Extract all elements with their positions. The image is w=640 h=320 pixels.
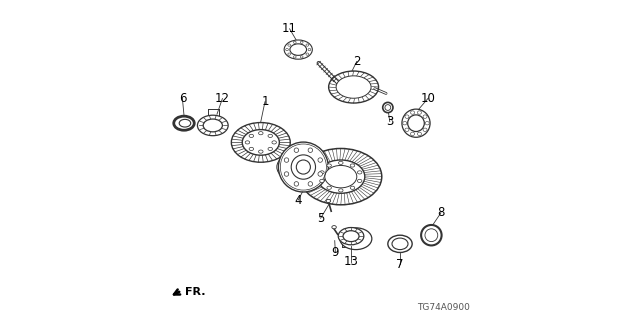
Ellipse shape — [290, 44, 307, 55]
Ellipse shape — [357, 171, 362, 174]
Ellipse shape — [403, 122, 407, 125]
Ellipse shape — [308, 48, 311, 51]
Ellipse shape — [259, 150, 263, 153]
Text: 11: 11 — [282, 22, 297, 35]
Ellipse shape — [392, 238, 408, 250]
Ellipse shape — [326, 199, 331, 203]
Ellipse shape — [329, 71, 379, 103]
Ellipse shape — [288, 44, 291, 46]
Ellipse shape — [293, 56, 296, 58]
Ellipse shape — [350, 186, 355, 189]
Text: 2: 2 — [353, 55, 360, 68]
Ellipse shape — [278, 142, 328, 192]
Text: 4: 4 — [294, 194, 302, 206]
Text: TG74A0900: TG74A0900 — [417, 303, 470, 312]
Ellipse shape — [327, 186, 332, 189]
Ellipse shape — [343, 231, 359, 242]
Ellipse shape — [339, 189, 343, 192]
Ellipse shape — [405, 115, 409, 118]
Ellipse shape — [423, 115, 427, 118]
Text: 3: 3 — [386, 115, 394, 128]
Text: 13: 13 — [344, 255, 358, 268]
Text: 5: 5 — [317, 212, 324, 225]
Ellipse shape — [357, 179, 362, 182]
Ellipse shape — [291, 155, 316, 179]
Text: 9: 9 — [332, 246, 339, 259]
Ellipse shape — [249, 147, 253, 150]
Ellipse shape — [268, 147, 273, 150]
Ellipse shape — [320, 179, 324, 182]
Ellipse shape — [249, 134, 253, 138]
Ellipse shape — [408, 115, 424, 132]
Text: 10: 10 — [420, 92, 436, 105]
Ellipse shape — [232, 123, 291, 162]
Ellipse shape — [306, 53, 308, 55]
Ellipse shape — [421, 225, 442, 245]
Ellipse shape — [259, 132, 263, 135]
Ellipse shape — [174, 116, 195, 130]
Ellipse shape — [268, 134, 273, 138]
Ellipse shape — [405, 128, 409, 132]
Ellipse shape — [385, 105, 390, 110]
Ellipse shape — [318, 172, 323, 176]
Ellipse shape — [383, 102, 393, 113]
Text: FR.: FR. — [185, 287, 205, 297]
Text: 7: 7 — [396, 258, 404, 270]
Ellipse shape — [284, 158, 289, 162]
Ellipse shape — [288, 53, 291, 55]
Text: 8: 8 — [437, 206, 445, 219]
Ellipse shape — [284, 172, 289, 176]
Ellipse shape — [245, 141, 250, 144]
Ellipse shape — [332, 226, 337, 229]
Ellipse shape — [317, 160, 365, 193]
Ellipse shape — [318, 158, 323, 162]
Ellipse shape — [417, 111, 422, 114]
Ellipse shape — [338, 228, 364, 245]
Ellipse shape — [300, 56, 303, 58]
Ellipse shape — [388, 235, 412, 252]
Ellipse shape — [294, 182, 299, 186]
Ellipse shape — [308, 182, 312, 186]
Ellipse shape — [425, 229, 438, 242]
Ellipse shape — [339, 161, 343, 164]
Ellipse shape — [294, 148, 299, 152]
Ellipse shape — [306, 44, 308, 46]
Ellipse shape — [300, 148, 381, 205]
Ellipse shape — [324, 165, 357, 188]
Ellipse shape — [423, 128, 427, 132]
Ellipse shape — [320, 171, 324, 174]
Ellipse shape — [285, 48, 289, 51]
Ellipse shape — [425, 122, 429, 125]
Ellipse shape — [350, 164, 355, 167]
Ellipse shape — [272, 141, 276, 144]
Ellipse shape — [410, 111, 415, 114]
Ellipse shape — [204, 119, 223, 132]
Ellipse shape — [336, 76, 371, 98]
Ellipse shape — [243, 130, 280, 155]
Text: 6: 6 — [179, 92, 186, 105]
Ellipse shape — [197, 115, 228, 136]
Ellipse shape — [417, 132, 422, 136]
Text: 1: 1 — [261, 95, 269, 108]
Ellipse shape — [327, 164, 332, 167]
Ellipse shape — [179, 119, 191, 127]
Ellipse shape — [340, 228, 372, 250]
Ellipse shape — [410, 132, 415, 136]
Ellipse shape — [284, 40, 312, 59]
Text: 12: 12 — [215, 92, 230, 105]
Ellipse shape — [296, 160, 310, 174]
Ellipse shape — [308, 148, 312, 152]
Ellipse shape — [300, 41, 303, 44]
Ellipse shape — [293, 41, 296, 44]
Ellipse shape — [402, 109, 430, 137]
